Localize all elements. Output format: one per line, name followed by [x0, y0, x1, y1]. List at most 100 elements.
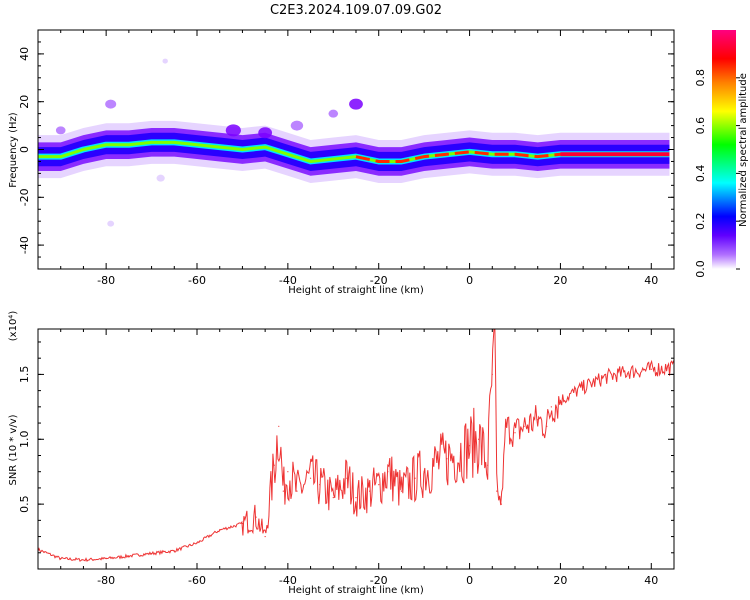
snr-axes: -80 -60 -40 -20 0 20 40 0.5 1.0 1.5: [18, 329, 675, 587]
snr-data-point: [332, 497, 334, 499]
snr-data-point: [346, 477, 348, 479]
snr-plot-area: [38, 329, 674, 562]
snr-data-point: [537, 419, 539, 421]
snr-x-tick-label: 40: [644, 574, 658, 587]
snr-data-point: [668, 367, 671, 369]
colorbar: 0.0 0.2 0.4 0.6 0.8 Normalized spectral ampl…: [694, 30, 749, 278]
colorbar-tick-label: 0.6: [694, 117, 707, 135]
snr-data-point: [150, 552, 153, 555]
snr-y-tick-label: 0.5: [18, 495, 31, 513]
snr-series-line: [38, 329, 674, 562]
snr-data-point: [605, 376, 607, 378]
spectrogram-blob: [225, 124, 241, 137]
snr-data-point: [319, 484, 321, 486]
spectrogram-y-tick-label: -20: [18, 188, 31, 206]
spectrogram-axes: -80 -60 -40 -20 0 20 40 -40 -20 0 20 40: [18, 29, 675, 287]
spectrogram-image: [38, 58, 670, 227]
snr-data-point: [468, 445, 471, 447]
colorbar-tick-label: 0.8: [694, 69, 707, 87]
snr-x-tick-label: 20: [553, 574, 567, 587]
snr-data-point: [582, 386, 584, 388]
spectrogram-blob: [290, 120, 304, 131]
snr-data-point: [459, 451, 462, 453]
snr-data-point: [387, 471, 389, 473]
figure-title: C2E3.2024.109.07.09.G02: [270, 3, 442, 18]
snr-x-tick-label: -80: [97, 574, 115, 587]
spectrogram-x-tick-label: 40: [644, 274, 658, 287]
snr-data-point: [559, 399, 562, 401]
spectrogram-blob: [258, 127, 273, 139]
snr-data-point: [296, 490, 298, 492]
snr-x-tick-label: 0: [466, 574, 473, 587]
snr-data-point: [432, 464, 434, 466]
snr-data-point: [287, 471, 289, 473]
snr-data-point: [478, 438, 480, 440]
snr-data-point: [355, 497, 357, 499]
spectrogram-blob: [162, 58, 168, 64]
snr-data-point: [282, 490, 284, 492]
snr-data-point: [423, 471, 425, 473]
spectrogram-x-tick-label: -80: [97, 274, 115, 287]
spectrogram-blob: [105, 99, 117, 109]
spectrogram-blob: [107, 220, 115, 227]
snr-data-point: [273, 464, 275, 466]
snr-data-point: [496, 490, 498, 492]
snr-data-point: [309, 477, 312, 479]
snr-x-tick-label: -40: [279, 574, 297, 587]
snr-x-label: Height of straight line (km): [288, 585, 424, 596]
snr-data-point: [650, 368, 652, 370]
snr-data-point: [219, 529, 221, 531]
colorbar-tick-label: 0.0: [694, 260, 707, 278]
snr-data-point: [546, 425, 548, 427]
snr-data-point: [487, 464, 489, 466]
snr-data-point: [82, 559, 85, 561]
snr-data-point: [378, 484, 380, 486]
snr-y-tick-label: 1.5: [18, 366, 31, 384]
spectrogram-blob: [328, 109, 339, 118]
spectrogram-x-tick-label: -60: [188, 274, 206, 287]
spectrogram-x-tick-label: 20: [553, 274, 567, 287]
snr-data-point: [491, 373, 493, 376]
spectrogram-y-label: Frequency (Hz): [8, 112, 19, 188]
snr-data-point: [173, 550, 175, 552]
spectrogram-y-tick-label: 20: [18, 95, 31, 109]
snr-data-point: [105, 558, 107, 560]
snr-data-point: [514, 432, 516, 434]
snr-x-tick-label: -20: [370, 574, 388, 587]
spectrogram-blob: [156, 174, 165, 182]
spectrogram-blob: [55, 126, 66, 135]
snr-data-point: [446, 458, 448, 460]
snr-data-point: [414, 477, 416, 479]
colorbar-tick-label: 0.2: [694, 212, 707, 230]
spectrogram-y-tick-label: 40: [18, 47, 31, 61]
colorbar-tick-label: 0.4: [694, 165, 707, 183]
snr-data-point: [241, 522, 244, 525]
snr-data-point: [196, 542, 198, 544]
snr-x-tick-label: -60: [188, 574, 206, 587]
snr-data-point: [523, 425, 525, 427]
colorbar-gradient: [712, 30, 736, 269]
snr-data-point: [264, 535, 266, 538]
spectrogram-y-tick-label: 0: [18, 146, 31, 153]
snr-data-point: [500, 503, 502, 505]
snr-data-point: [60, 558, 62, 560]
snr-data-point: [278, 425, 280, 427]
spectrogram-blob: [349, 98, 363, 110]
spectrogram-y-tick-label: -40: [18, 236, 31, 254]
snr-panel: -80 -60 -40 -20 0 20 40 0.5 1.0 1.5 Height of str…: [8, 311, 675, 596]
snr-frame: [37, 328, 675, 570]
snr-data-point: [369, 490, 371, 492]
spectrogram-x-tick-label: -20: [370, 274, 388, 287]
snr-data-point: [128, 555, 130, 557]
snr-data-point: [550, 406, 552, 408]
snr-multiplier-label: (x10⁴): [8, 311, 19, 342]
snr-y-tick-label: 1.0: [18, 431, 31, 449]
snr-data-point: [400, 490, 403, 492]
colorbar-label: Normalized spectral amplitude: [738, 73, 749, 227]
snr-data-point: [627, 371, 630, 373]
colorbar-axes: 0.0 0.2 0.4 0.6 0.8: [694, 69, 740, 278]
spectrogram-x-tick-label: -40: [279, 274, 297, 287]
spectrogram-panel: -80 -60 -40 -20 0 20 40 -40 -20 0 20 40 Height of s…: [8, 29, 675, 296]
spectrogram-x-tick-label: 0: [466, 274, 473, 287]
